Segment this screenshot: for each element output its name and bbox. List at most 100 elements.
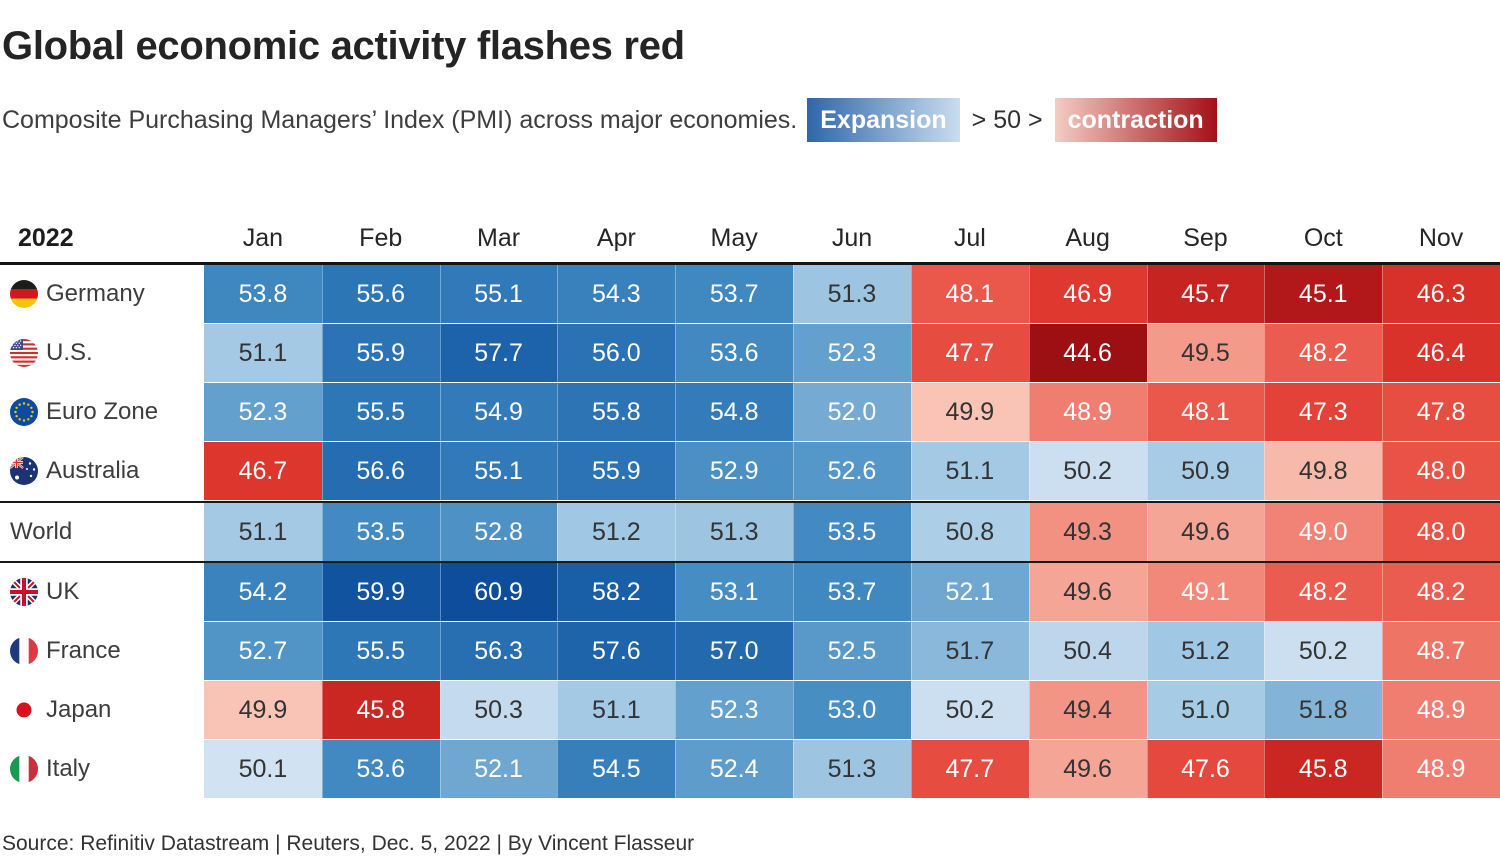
- pmi-cell-japan-jan: 49.9: [204, 681, 322, 739]
- pmi-cell-italy-feb: 53.6: [321, 740, 440, 798]
- pmi-table: 2022 Jan Feb Mar Apr May Jun Jul Aug Sep Oct Nov G…: [0, 207, 1500, 798]
- pmi-cell-france-apr: 57.6: [557, 622, 676, 680]
- pmi-cell-world-may: 51.3: [675, 503, 794, 561]
- pmi-cell-japan-feb: 45.8: [321, 681, 440, 739]
- pmi-cell-japan-jul: 50.2: [910, 681, 1029, 739]
- table-row-france: France 52.7 55.5 56.3 57.6 57.0 52.5 51.7 50.4 51…: [0, 622, 1500, 680]
- pmi-cell-u-s-jul: 47.7: [910, 324, 1029, 382]
- pmi-cell-italy-jan: 50.1: [204, 740, 322, 798]
- pmi-cell-world-jan: 51.1: [204, 503, 322, 561]
- pmi-cell-euro-zone-mar: 54.9: [439, 383, 558, 441]
- pmi-cell-u-s-mar: 57.7: [439, 324, 558, 382]
- pmi-cell-uk-apr: 58.2: [557, 563, 676, 621]
- us-flag-icon: [10, 339, 38, 367]
- row-header-u-s: U.S.: [0, 324, 204, 382]
- pmi-cell-france-jun: 52.5: [793, 622, 911, 680]
- month-header-apr: Apr: [596, 224, 636, 252]
- pmi-cell-australia-may: 52.9: [675, 442, 794, 500]
- pmi-cell-euro-zone-oct: 47.3: [1264, 383, 1383, 441]
- pmi-cell-u-s-may: 53.6: [675, 324, 794, 382]
- pmi-cell-italy-may: 52.4: [675, 740, 794, 798]
- pmi-cell-italy-apr: 54.5: [557, 740, 676, 798]
- pmi-cell-germany-apr: 54.3: [557, 265, 676, 323]
- table-row-italy: Italy 50.1 53.6 52.1 54.5 52.4 51.3 47.7 49.6 47.…: [0, 740, 1500, 798]
- pmi-cell-uk-jun: 53.7: [793, 563, 911, 621]
- pmi-cell-australia-nov: 48.0: [1382, 442, 1500, 500]
- pmi-cell-australia-apr: 55.9: [557, 442, 676, 500]
- pmi-cell-italy-jun: 51.3: [793, 740, 911, 798]
- pmi-cell-u-s-jun: 52.3: [793, 324, 911, 382]
- row-label: Italy: [46, 755, 91, 782]
- france-flag-icon: [10, 637, 38, 665]
- month-header-jun: Jun: [831, 224, 873, 252]
- pmi-cell-germany-jun: 51.3: [793, 265, 911, 323]
- row-header-france: France: [0, 622, 204, 680]
- pmi-cell-france-jan: 52.7: [204, 622, 322, 680]
- row-label: UK: [46, 578, 80, 605]
- row-header-australia: Australia: [0, 442, 204, 500]
- pmi-cell-japan-sep: 51.0: [1146, 681, 1265, 739]
- pmi-cell-germany-oct: 45.1: [1264, 265, 1383, 323]
- pmi-cell-france-feb: 55.5: [321, 622, 440, 680]
- pmi-cell-germany-aug: 46.9: [1028, 265, 1147, 323]
- month-header-may: May: [710, 224, 758, 252]
- month-header-feb: Feb: [359, 224, 403, 252]
- pmi-cell-uk-mar: 60.9: [439, 563, 558, 621]
- pmi-cell-euro-zone-feb: 55.5: [321, 383, 440, 441]
- pmi-cell-euro-zone-jan: 52.3: [204, 383, 322, 441]
- row-header-world: World: [0, 503, 204, 561]
- pmi-cell-uk-jul: 52.1: [910, 563, 1029, 621]
- table-row-u-s: U.S. 51.1 55.9 57.7 56.0 53.6 52.3 47.7 44.6 49.5…: [0, 324, 1500, 382]
- pmi-cell-u-s-feb: 55.9: [321, 324, 440, 382]
- pmi-cell-australia-jun: 52.6: [793, 442, 911, 500]
- row-header-japan: Japan: [0, 681, 204, 739]
- pmi-cell-germany-nov: 46.3: [1382, 265, 1500, 323]
- pmi-cell-france-aug: 50.4: [1028, 622, 1147, 680]
- legend-threshold-label: > 50 >: [971, 105, 1043, 134]
- pmi-cell-japan-apr: 51.1: [557, 681, 676, 739]
- pmi-cell-italy-oct: 45.8: [1264, 740, 1383, 798]
- pmi-cell-italy-jul: 47.7: [910, 740, 1029, 798]
- table-header-row: 2022 Jan Feb Mar Apr May Jun Jul Aug Sep Oct Nov: [0, 207, 1500, 265]
- pmi-cell-euro-zone-sep: 48.1: [1146, 383, 1265, 441]
- pmi-cell-germany-jul: 48.1: [910, 265, 1029, 323]
- row-header-uk: UK: [0, 563, 204, 621]
- pmi-cell-japan-nov: 48.9: [1382, 681, 1500, 739]
- eurozone-flag-icon: [10, 398, 38, 426]
- pmi-cell-italy-nov: 48.9: [1382, 740, 1500, 798]
- row-label: Australia: [46, 457, 140, 484]
- table-row-uk: UK 54.2 59.9 60.9 58.2 53.1 53.7 52.1 49.6 49.1 48…: [0, 563, 1500, 621]
- pmi-cell-uk-feb: 59.9: [321, 563, 440, 621]
- pmi-cell-u-s-oct: 48.2: [1264, 324, 1383, 382]
- pmi-cell-italy-sep: 47.6: [1146, 740, 1265, 798]
- pmi-cell-france-sep: 51.2: [1146, 622, 1265, 680]
- pmi-cell-australia-mar: 55.1: [439, 442, 558, 500]
- pmi-cell-france-jul: 51.7: [910, 622, 1029, 680]
- row-header-germany: Germany: [0, 265, 204, 323]
- pmi-cell-uk-jan: 54.2: [204, 563, 322, 621]
- table-row-world: World 51.1 53.5 52.8 51.2 51.3 53.5 50.8 49.3 49.…: [0, 501, 1500, 563]
- pmi-cell-u-s-nov: 46.4: [1382, 324, 1500, 382]
- pmi-cell-euro-zone-apr: 55.8: [557, 383, 676, 441]
- pmi-cell-u-s-aug: 44.6: [1028, 324, 1147, 382]
- month-header-mar: Mar: [477, 224, 521, 252]
- pmi-cell-japan-may: 52.3: [675, 681, 794, 739]
- pmi-cell-germany-feb: 55.6: [321, 265, 440, 323]
- pmi-cell-u-s-sep: 49.5: [1146, 324, 1265, 382]
- pmi-cell-world-sep: 49.6: [1146, 503, 1265, 561]
- row-label: Euro Zone: [46, 398, 159, 425]
- row-label: France: [46, 637, 121, 664]
- table-row-germany: Germany 53.8 55.6 55.1 54.3 53.7 51.3 48.1 46.9 4…: [0, 265, 1500, 323]
- uk-flag-icon: [10, 578, 38, 606]
- month-header-jul: Jul: [953, 224, 986, 252]
- pmi-cell-france-nov: 48.7: [1382, 622, 1500, 680]
- source-line: Source: Refinitiv Datastream | Reuters, …: [2, 832, 695, 855]
- pmi-cell-world-feb: 53.5: [321, 503, 440, 561]
- row-label: Japan: [46, 696, 112, 723]
- year-label: 2022: [18, 224, 74, 252]
- row-header-italy: Italy: [0, 740, 204, 798]
- pmi-cell-japan-jun: 53.0: [793, 681, 911, 739]
- pmi-cell-japan-oct: 51.8: [1264, 681, 1383, 739]
- pmi-cell-france-mar: 56.3: [439, 622, 558, 680]
